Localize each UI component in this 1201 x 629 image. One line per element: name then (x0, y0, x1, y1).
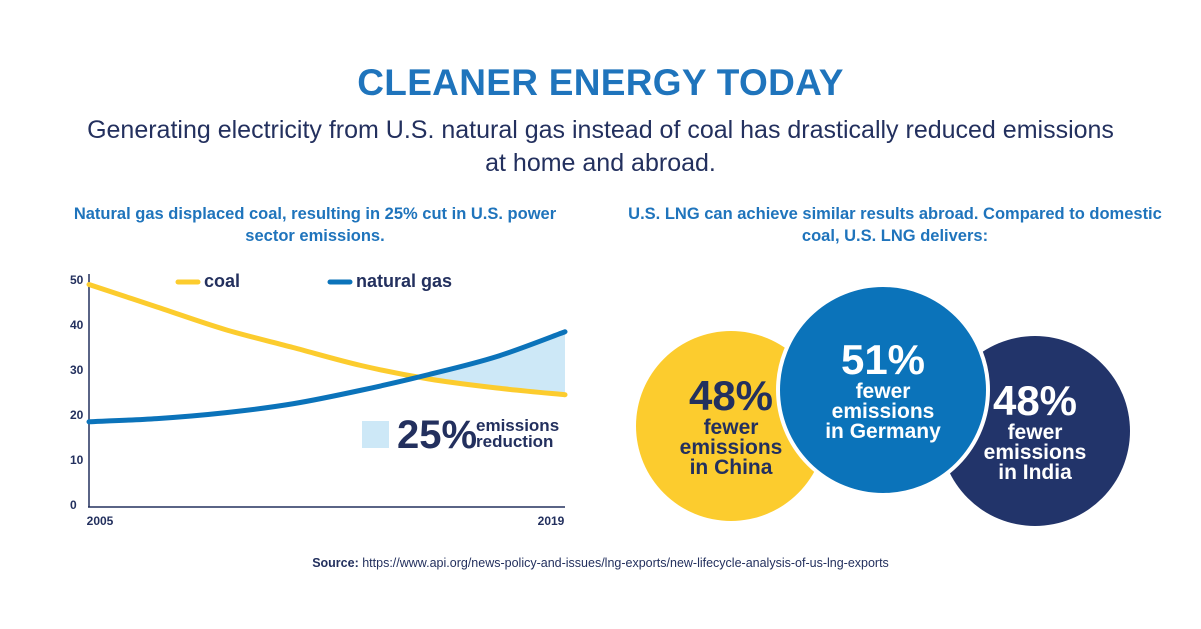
bubble-india-line2: emissions (983, 441, 1087, 464)
page-title: CLEANER ENERGY TODAY (357, 62, 844, 103)
page-subtitle: Generating electricity from U.S. natural… (87, 116, 1114, 177)
bubble-china-value: 48% (688, 372, 774, 419)
y-tick-label: 30 (70, 363, 84, 377)
bubble-india-line1: fewer (1007, 421, 1063, 444)
source-label: Source: (312, 556, 359, 570)
source-url[interactable]: https://www.api.org/news-policy-and-issu… (362, 556, 889, 570)
y-tick-label: 10 (70, 453, 84, 467)
bubble-india-line3: in India (998, 461, 1072, 484)
bubble-china-line3: in China (689, 456, 773, 479)
bubble-germany-line1: fewer (855, 380, 911, 403)
coal-line (86, 282, 568, 398)
reduction-label-line2: reduction (476, 432, 553, 451)
bubble-germany-value: 51% (840, 336, 926, 383)
bubble-germany-line2: emissions (831, 400, 935, 423)
bubble-germany: 51% fewer emissions in Germany (776, 283, 990, 497)
legend-coal-label: coal (204, 271, 240, 291)
reduction-swatch (362, 421, 389, 448)
emissions-line-chart: 0 10 20 30 40 50 2005 2019 coal natural gas 25%emi… (70, 271, 568, 528)
x-tick-label: 2019 (538, 514, 565, 528)
reduction-label-line1: emissions (476, 416, 559, 435)
bubbles-heading: U.S. LNG can achieve similar results abr… (628, 205, 1162, 245)
reduction-value: 25% (397, 413, 477, 457)
source-note: Source: https://www.api.org/news-policy-… (0, 556, 1201, 570)
bubble-germany-line3: in Germany (825, 420, 941, 443)
bubble-india-value: 48% (992, 377, 1078, 424)
y-tick-label: 20 (70, 408, 84, 422)
bubble-china-line1: fewer (703, 416, 759, 439)
y-tick-label: 50 (70, 273, 84, 287)
x-tick-label: 2005 (87, 514, 114, 528)
chart-heading: Natural gas displaced coal, resulting in… (73, 205, 557, 245)
bubble-china-line2: emissions (679, 436, 783, 459)
legend-natural-gas-label: natural gas (356, 271, 452, 291)
y-tick-label: 0 (70, 498, 77, 512)
natural-gas-line (86, 329, 568, 425)
y-tick-label: 40 (70, 318, 84, 332)
